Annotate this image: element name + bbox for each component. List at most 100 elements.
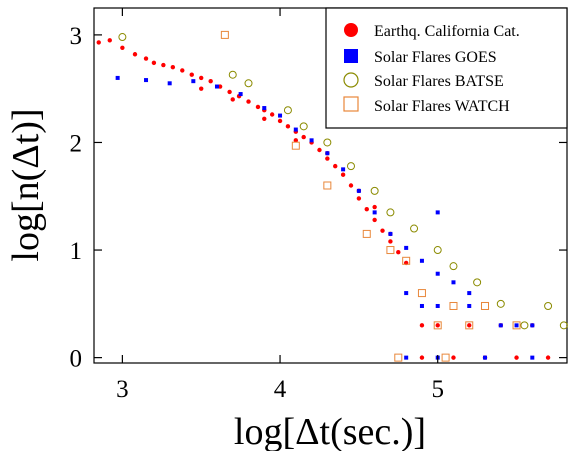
y-axis-label: log[n(Δt)] (5, 108, 47, 261)
earthquake-point (132, 52, 138, 57)
goes-point (498, 323, 503, 328)
goes-point (372, 210, 377, 215)
goes-point (238, 92, 243, 97)
batse-point (370, 186, 379, 195)
watch-point (433, 321, 442, 330)
earthquake-point (227, 89, 232, 95)
batse-point (244, 79, 253, 88)
watch-point (220, 30, 229, 39)
earthquake-point (246, 99, 251, 104)
earthquake-point (199, 75, 204, 81)
earthquake-point (217, 84, 223, 89)
batse-point (410, 224, 419, 233)
earthquake-point (372, 204, 377, 210)
goes-point (419, 258, 424, 263)
earthquake-point (514, 355, 519, 360)
watch-point (441, 353, 450, 362)
legend-marker-watch (343, 96, 359, 112)
batse-point (283, 106, 292, 115)
earthquake-point (435, 323, 440, 328)
batse-point (449, 262, 458, 271)
y-tick-label: 2 (70, 130, 83, 157)
earthquake-point (277, 118, 283, 124)
earthquake-point (143, 56, 149, 61)
watch-point (394, 353, 403, 362)
axis-layer: 3 4 5 0 1 2 3 (70, 8, 567, 403)
batse-point (386, 208, 395, 217)
x-axis-label: log[Δt(sec.)] (234, 411, 426, 451)
batse-point (323, 138, 332, 147)
earthquake-point (262, 116, 267, 122)
goes-point (467, 303, 472, 308)
batse-point (346, 162, 355, 171)
goes-point (214, 84, 219, 89)
goes-point (388, 231, 393, 236)
y-tick-label: 1 (70, 238, 83, 265)
batse-point (299, 122, 308, 131)
goes-point (278, 113, 283, 118)
batse-point (496, 299, 505, 308)
goes-point (144, 78, 149, 83)
earthquake-point (545, 355, 551, 360)
goes-point (404, 245, 409, 250)
legend: Earthq. California Cat. Solar Flares GOE… (325, 7, 568, 129)
goes-point (404, 355, 409, 360)
earthquake-point (269, 112, 275, 117)
goes-point (451, 280, 456, 285)
earthquake-point (199, 86, 204, 91)
watch-point (386, 246, 395, 255)
x-tick-label: 4 (274, 376, 287, 403)
series-goes (115, 75, 535, 360)
x-tick-label: 3 (116, 376, 129, 403)
series-layer (96, 30, 568, 362)
earthquake-point (170, 64, 176, 70)
goes-point (530, 323, 535, 328)
earthquake-point (230, 97, 235, 102)
earthquake-point (255, 104, 261, 110)
batse-point (118, 33, 127, 42)
earthquake-point (189, 72, 194, 77)
goes-point (293, 127, 298, 132)
batse-point (228, 70, 237, 79)
watch-point (465, 321, 474, 330)
earthquake-point (180, 68, 185, 73)
goes-point (435, 303, 440, 308)
series-batse (118, 33, 568, 330)
earthquake-point (340, 172, 346, 177)
earthquake-point (161, 62, 166, 68)
legend-label-goes: Solar Flares GOES (374, 49, 497, 66)
earthquake-point (419, 355, 425, 360)
goes-point (191, 79, 196, 84)
goes-point (325, 151, 330, 156)
earthquake-point (451, 355, 456, 360)
goes-point (404, 291, 409, 296)
earthquake-point (301, 134, 306, 140)
earthquake-point (467, 323, 472, 328)
earthquake-point (419, 323, 425, 328)
batse-point (559, 321, 568, 330)
batse-point (433, 246, 442, 255)
earthquake-point (380, 228, 385, 233)
earthquake-point (96, 40, 101, 45)
y-tick-label: 3 (70, 23, 83, 50)
earthquake-point (208, 78, 213, 84)
goes-point (419, 303, 424, 308)
goes-point (262, 106, 267, 111)
earthquake-point (317, 147, 322, 153)
earthquake-point (120, 45, 125, 51)
legend-box (325, 7, 568, 129)
goes-point (467, 291, 472, 296)
watch-point (291, 141, 300, 150)
legend-label-earthquake: Earthq. California Cat. (374, 23, 520, 40)
batse-point (544, 301, 553, 310)
goes-point (167, 81, 172, 86)
goes-point (309, 138, 314, 143)
earthquake-point (333, 163, 338, 169)
x-tick-label: 5 (431, 376, 444, 403)
goes-point (115, 75, 120, 80)
goes-point (356, 188, 361, 193)
series-watch (220, 30, 521, 362)
earthquake-point (388, 239, 393, 244)
watch-point (449, 301, 458, 310)
